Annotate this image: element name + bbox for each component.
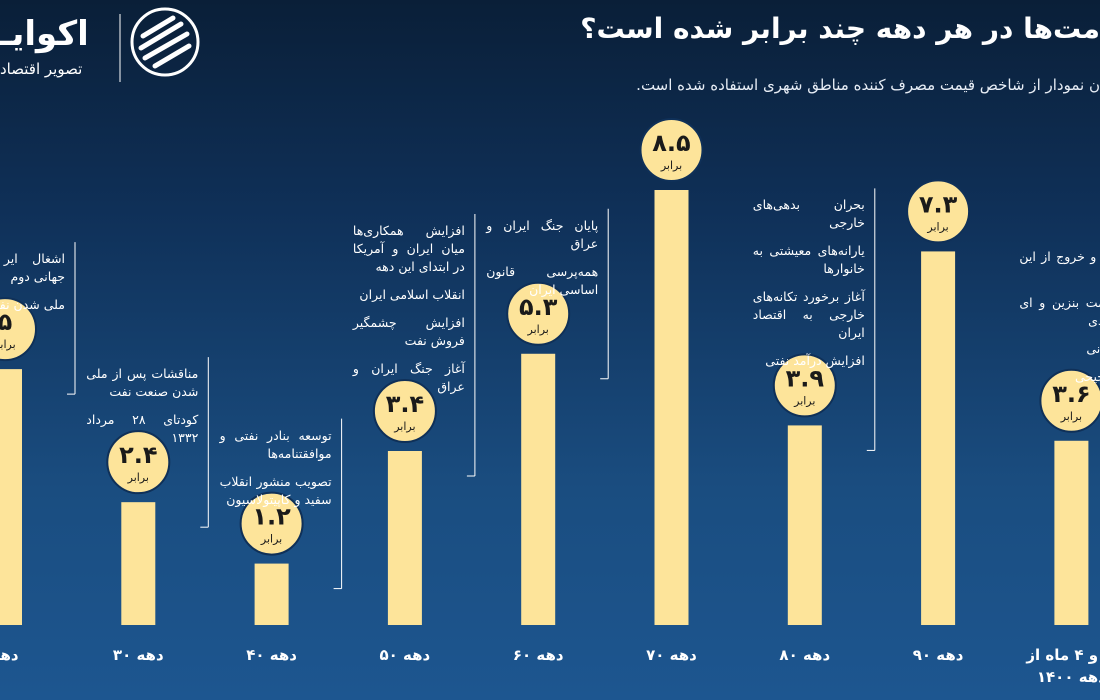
value-label: ۷.۳ xyxy=(919,190,958,218)
annotation: تصویب منشور انقلاب سفید و کاپیتولاسیون xyxy=(219,473,332,507)
annotation: برجام و خروج از این توافق xyxy=(1019,248,1100,264)
unit-label: برابر xyxy=(260,533,282,546)
annotation: یارانه‌های معیشتی به خانوارها xyxy=(752,243,865,277)
value-badge xyxy=(772,353,837,418)
unit-label: برابر xyxy=(0,338,16,351)
bar xyxy=(121,502,156,625)
bar xyxy=(1054,440,1089,625)
value-badge xyxy=(239,491,304,556)
annotation-group: اشغال ایر متفقین جهانی دوم ملی شدن نفت ای… xyxy=(0,250,65,324)
logo-icon xyxy=(130,7,200,77)
bar xyxy=(387,451,422,625)
bar xyxy=(254,563,289,625)
annotation: توسعه بنادر نفتی و موافقتنامه‌ها xyxy=(219,427,332,461)
value-label: ۳.۶ xyxy=(1052,380,1090,408)
x-tick-label: دهه ۷۰ xyxy=(646,646,697,664)
value-label: ۲.۴ xyxy=(119,441,157,469)
x-tick-label: دهه ۵۰ xyxy=(379,646,431,664)
bar xyxy=(521,353,556,625)
unit-label: برابر xyxy=(926,220,948,233)
x-tick-label: دهه ۸۰ xyxy=(779,646,831,664)
x-tick-label: دهه ۳۰ xyxy=(112,646,164,664)
annotation: ی قیمت بنزین و ای اقتصادی xyxy=(1019,294,1100,328)
value-label: ۳.۴ xyxy=(386,390,424,418)
annotation: آغاز جنگ ایران و عراق xyxy=(352,361,465,394)
annotation: بحران بدهی‌های خارجی xyxy=(752,197,865,231)
x-tick-label: دهه xyxy=(0,646,19,664)
unit-label: برابر xyxy=(127,471,149,484)
annotation: رز ترجیحی xyxy=(1074,368,1100,384)
annotation-group: توسعه بنادر نفتی و موافقتنامه‌ها تصویب من… xyxy=(220,427,332,519)
annotation-group: افزایش همکاری‌ها میان ایران و آمریکا در … xyxy=(353,222,465,406)
brand-name: اکوایـ xyxy=(0,14,89,54)
value-badge xyxy=(106,430,171,495)
annotation-group: پایان جنگ ایران و عراق همه‌پرسی قانون اسا… xyxy=(486,217,598,309)
annotation: اشغال ایر متفقین جهانی دوم xyxy=(0,251,65,285)
annotation: افزایش همکاری‌ها میان ایران و آمریکا در … xyxy=(352,223,465,274)
subtitle: ن نمودار از شاخص قیمت مصرف کننده مناطق ش… xyxy=(636,76,1100,94)
brand-tagline: تصویر اقتصاد xyxy=(0,60,83,78)
bar xyxy=(0,369,22,625)
bar xyxy=(787,425,822,625)
value-badge xyxy=(0,297,37,362)
unit-label: برابر xyxy=(393,420,415,433)
value-badge xyxy=(1039,368,1100,433)
annotation: افزایش درآمد نفتی xyxy=(765,353,865,369)
x-tick-label: دهه ۹۰ xyxy=(912,646,964,664)
annotation: ملی شدن نفت ایران xyxy=(0,297,65,313)
annotation: کودتای ۲۸ مرداد ۱۳۳۲ xyxy=(86,412,199,446)
annotation-group: مناقشات پس از ملی شدن صنعت نفت کودتای ۲۸ … xyxy=(86,365,198,457)
annotation: همه‌پرسی قانون اساسی ایران xyxy=(486,263,599,297)
annotation: انقلاب اسلامی ایران xyxy=(359,287,465,302)
value-label: ۳.۹ xyxy=(786,364,825,392)
unit-label: برابر xyxy=(527,323,549,336)
x-tick-label: دهه ۴۰ xyxy=(246,646,297,664)
x-tick-label: ل و ۴ ماه از دهه ۱۴۰۰ xyxy=(1026,646,1100,686)
unit-label: برابر xyxy=(793,394,815,407)
bar xyxy=(921,251,956,626)
bar xyxy=(654,190,689,625)
value-label: ۸.۵ xyxy=(652,129,690,157)
title: مت‌ها در هر دهه چند برابر شده است؟ xyxy=(580,12,1100,45)
value-label: ۵.۳ xyxy=(519,293,558,321)
value-badge xyxy=(906,179,971,244)
annotation-group: برجام و خروج از این توافق ی قیمت بنزین و … xyxy=(1019,248,1100,396)
value-badge xyxy=(372,379,437,443)
annotation: افزایش چشمگیر فروش نفت xyxy=(352,315,465,348)
annotation: پایان جنگ ایران و عراق xyxy=(486,217,599,251)
unit-label: برابر xyxy=(1060,410,1082,423)
annotation: ۴ تومانی xyxy=(1086,340,1100,356)
annotation: مناقشات پس از ملی شدن صنعت نفت xyxy=(86,366,199,400)
annotation: آغاز برخورد تکانه‌های خارجی به اقتصاد ای… xyxy=(752,289,865,341)
value-label: ۵ xyxy=(0,308,12,336)
annotation-group: بحران بدهی‌های خارجی یارانه‌های معیشتی به… xyxy=(753,196,865,380)
value-label: ۱.۲ xyxy=(252,503,291,531)
value-badge xyxy=(506,281,571,346)
x-tick-label: دهه ۶۰ xyxy=(512,646,564,664)
value-badge xyxy=(639,118,704,182)
unit-label: برابر xyxy=(660,159,682,172)
